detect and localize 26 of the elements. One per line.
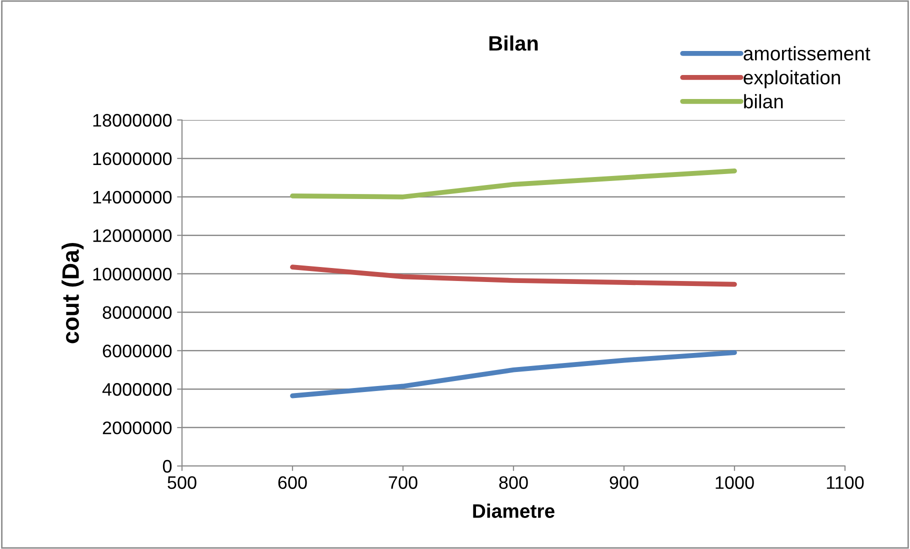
x-tick-label: 900 [610, 476, 638, 489]
x-tick-label: 1000 [716, 476, 754, 489]
legend-label: bilan [744, 94, 783, 108]
y-tick-label: 10000000 [93, 268, 172, 280]
line-series [290, 350, 737, 398]
legend-label: amortissement [744, 46, 870, 60]
y-tick-label: 0 [162, 460, 172, 473]
x-tick-label: 800 [499, 476, 528, 489]
y-tick-label: 16000000 [93, 152, 172, 166]
y-tick-label: 6000000 [102, 344, 172, 358]
line-series [290, 168, 737, 200]
line-series [290, 264, 737, 287]
x-tick-label: 500 [168, 476, 196, 489]
y-tick-label: 18000000 [93, 114, 172, 127]
x-tick-label: 1100 [826, 476, 864, 489]
x-axis-title: Diametre [473, 504, 554, 518]
y-tick-label: 14000000 [93, 190, 172, 204]
y-axis-title: cout (Da) [62, 243, 84, 344]
y-tick-label: 4000000 [102, 383, 172, 396]
y-tick-label: 2000000 [102, 421, 172, 434]
legend-label: exploitation [744, 70, 840, 88]
y-tick-label: 12000000 [93, 229, 172, 242]
x-tick-label: 600 [278, 476, 307, 489]
x-tick-label: 700 [388, 476, 418, 489]
y-tick-label: 8000000 [102, 306, 172, 319]
chart-title: Bilan [489, 35, 538, 51]
